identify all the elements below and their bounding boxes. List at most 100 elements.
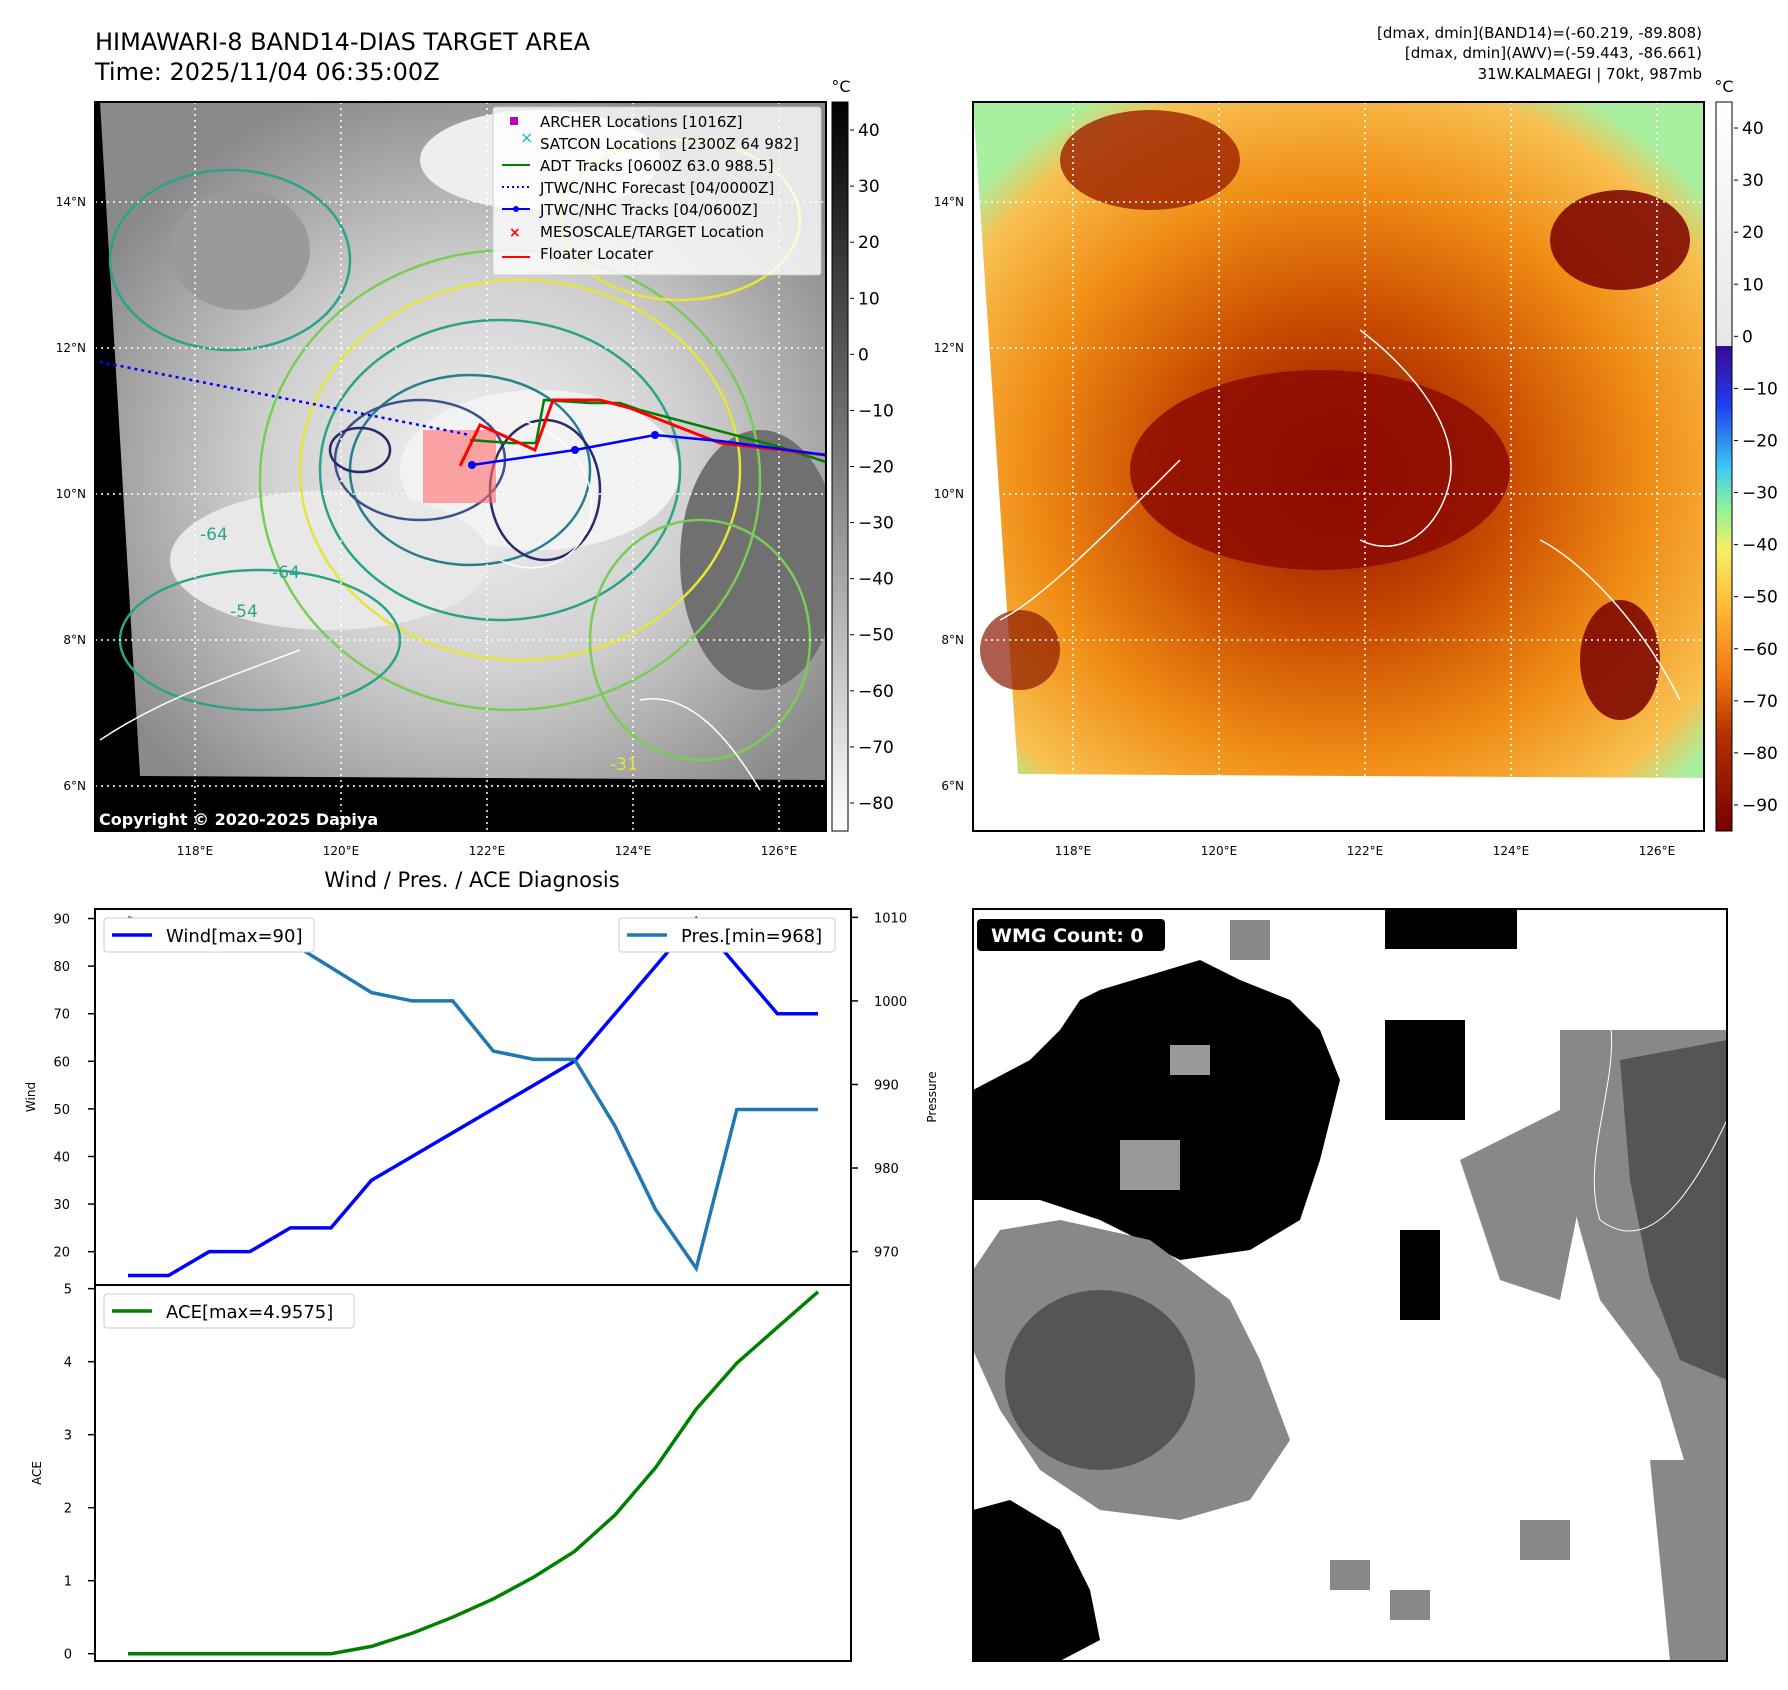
svg-text:8°N: 8°N (63, 633, 86, 647)
svg-text:8°N: 8°N (941, 633, 964, 647)
wind-y-tick: 30 (53, 1198, 70, 1213)
left-colorbar: °C 40 30 20 10 0 −10 −20 −30 −40 −50 −60 −70 −80 (831, 77, 894, 832)
left-colorbar-tick: −10 (858, 401, 894, 421)
left-colorbar-tick: −20 (858, 458, 894, 478)
info-line-1: [dmax, dmin](BAND14)=(-60.219, -89.808) (1377, 24, 1702, 42)
svg-text:Wind[max=90]: Wind[max=90] (166, 926, 303, 947)
pressure-axis-label: Pressure (925, 1071, 939, 1122)
wind-y-tick: 40 (53, 1150, 70, 1165)
svg-text:6°N: 6°N (63, 779, 86, 793)
svg-text:124°E: 124°E (1493, 844, 1530, 858)
target-marker-icon: × (509, 225, 521, 241)
wind-y-tick: 90 (53, 913, 70, 928)
left-colorbar-tick: 30 (858, 177, 880, 197)
pressure-y-tick: 990 (874, 1078, 899, 1093)
info-line-3: 31W.KALMAEGI | 70kt, 987mb (1478, 65, 1702, 83)
svg-text:12°N: 12°N (56, 341, 86, 355)
contour-label: -54 (230, 602, 258, 622)
copyright-label: Copyright © 2020-2025 Dapiya (99, 810, 378, 829)
pressure-y-tick: 980 (874, 1162, 899, 1177)
satcon-marker-icon: × (520, 128, 533, 147)
contour-label: -31 (610, 755, 638, 775)
wind-pressure-chart: 20 30 40 50 60 70 80 90 970 980 990 1000 1010 Wind P… (24, 908, 939, 1286)
left-map-lat-labels: 14°N 12°N 10°N 8°N 6°N (56, 195, 86, 793)
left-colorbar-tick: 20 (858, 233, 880, 253)
legend-jtwc-track: JTWC/NHC Tracks [04/0600Z] (539, 201, 758, 219)
diagnosis-title: Wind / Pres. / ACE Diagnosis (324, 868, 619, 892)
left-colorbar-tick: 10 (858, 289, 880, 309)
archer-marker-icon (510, 117, 518, 125)
legend-archer: ARCHER Locations [1016Z] (540, 113, 743, 131)
wind-legend: Wind[max=90] (103, 917, 315, 953)
svg-text:118°E: 118°E (177, 844, 214, 858)
legend-target: MESOSCALE/TARGET Location (540, 223, 764, 241)
left-colorbar-tick: −60 (858, 682, 894, 702)
left-colorbar-tick: 40 (858, 121, 880, 141)
right-colorbar: °C 40 30 20 10 0 −10 −20 −30 −40 −50 −60 −70 −80 −90 (1714, 77, 1778, 832)
wind-y-tick: 60 (53, 1055, 70, 1070)
floater-track (458, 398, 826, 467)
ace-y-tick: 5 (64, 1283, 72, 1298)
right-colorbar-tick: 10 (1742, 275, 1764, 295)
right-colorbar-tick: 20 (1742, 223, 1764, 243)
wmg-panel (973, 909, 1727, 1661)
svg-text:12°N: 12°N (934, 341, 964, 355)
ace-axis-label: ACE (30, 1461, 44, 1485)
wmg-count-label: WMG Count: 0 (991, 925, 1144, 947)
ace-y-tick: 4 (64, 1356, 72, 1371)
right-colorbar-tick: −80 (1742, 744, 1778, 764)
left-colorbar-tick: −50 (858, 626, 894, 646)
right-map-panel (973, 102, 1704, 831)
right-colorbar-tick: 30 (1742, 171, 1764, 191)
svg-text:122°E: 122°E (1347, 844, 1384, 858)
pressure-y-tick: 970 (874, 1246, 899, 1261)
legend-satcon: SATCON Locations [2300Z 64 982] (540, 135, 799, 153)
right-colorbar-tick: 40 (1742, 119, 1764, 139)
ace-y-tick: 3 (64, 1429, 72, 1444)
right-colorbar-tick: 0 (1742, 327, 1753, 347)
svg-text:14°N: 14°N (56, 195, 86, 209)
pressure-y-tick: 1010 (874, 911, 907, 926)
right-colorbar-tick: −50 (1742, 588, 1778, 608)
svg-text:°C: °C (1714, 77, 1733, 96)
legend-floater: Floater Locater (540, 245, 654, 263)
ace-legend: ACE[max=4.9575] (103, 1293, 355, 1329)
figure-time: Time: 2025/11/04 06:35:00Z (94, 58, 440, 86)
left-map-legend: × × ARCHER Locations [1016Z] SATCON Loca… (492, 106, 822, 276)
right-colorbar-tick: −10 (1742, 379, 1778, 399)
ace-y-tick: 2 (64, 1502, 72, 1517)
left-colorbar-tick: 0 (858, 345, 869, 365)
svg-text:6°N: 6°N (941, 779, 964, 793)
svg-text:14°N: 14°N (934, 195, 964, 209)
contour-label: -64 (200, 525, 228, 545)
ace-chart: 0 1 2 3 4 5 ACE ACE[max=4.9575] (30, 1283, 852, 1663)
ace-series-line (128, 1290, 820, 1656)
svg-text:126°E: 126°E (1639, 844, 1676, 858)
wind-y-tick: 20 (53, 1246, 70, 1261)
right-colorbar-tick: −40 (1742, 536, 1778, 556)
wind-axis-label: Wind (24, 1082, 38, 1112)
svg-text:124°E: 124°E (615, 844, 652, 858)
left-colorbar-tick: −80 (858, 794, 894, 814)
svg-text:10°N: 10°N (56, 487, 86, 501)
left-map-lon-labels: 118°E 120°E 122°E 124°E 126°E (177, 844, 798, 858)
svg-text:°C: °C (831, 77, 850, 96)
left-colorbar-tick: −70 (858, 738, 894, 758)
pressure-y-tick: 1000 (874, 995, 907, 1010)
svg-text:126°E: 126°E (761, 844, 798, 858)
right-colorbar-tick: −60 (1742, 640, 1778, 660)
svg-text:120°E: 120°E (1201, 844, 1238, 858)
svg-text:122°E: 122°E (469, 844, 506, 858)
wind-y-tick: 70 (53, 1008, 70, 1023)
left-colorbar-tick: −40 (858, 570, 894, 590)
svg-text:Pres.[min=968]: Pres.[min=968] (681, 926, 822, 947)
right-map-lon-labels: 118°E 120°E 122°E 124°E 126°E (1055, 844, 1676, 858)
ace-y-tick: 1 (64, 1575, 72, 1590)
right-colorbar-tick: −90 (1742, 796, 1778, 816)
svg-text:120°E: 120°E (323, 844, 360, 858)
wind-y-tick: 80 (53, 960, 70, 975)
right-colorbar-tick: −30 (1742, 484, 1778, 504)
legend-adt: ADT Tracks [0600Z 63.0 988.5] (540, 157, 774, 175)
svg-text:10°N: 10°N (934, 487, 964, 501)
